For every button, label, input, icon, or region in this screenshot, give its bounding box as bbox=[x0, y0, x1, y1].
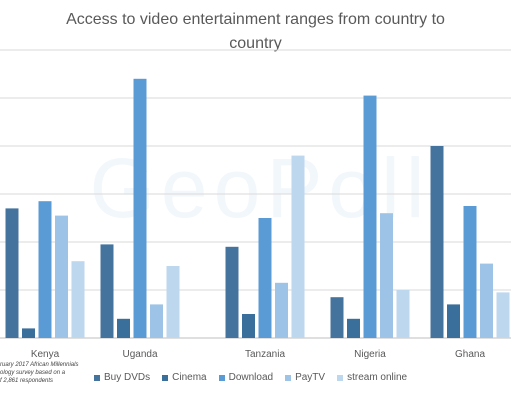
chart-title-line-2: country bbox=[229, 35, 282, 52]
x-tick-label-kenya: Kenya bbox=[31, 349, 60, 360]
source-note-line-3: f 2,861 respondents bbox=[0, 378, 54, 384]
legend-label-download: Download bbox=[228, 372, 274, 383]
legend-label-paytv: PayTV bbox=[295, 372, 326, 383]
bar-tanzania-stream-online bbox=[291, 155, 305, 338]
chart-title: Access to video entertainment ranges fro… bbox=[0, 8, 511, 56]
bar-ghana-paytv bbox=[480, 263, 493, 338]
x-tick-label-nigeria: Nigeria bbox=[354, 349, 386, 360]
legend-label-cinema: Cinema bbox=[172, 372, 207, 383]
bar-kenya-stream-online bbox=[71, 261, 85, 338]
legend-item-cinema: Cinema bbox=[162, 372, 207, 383]
bar-ghana-buy-dvds bbox=[430, 146, 444, 338]
legend-swatch-cinema bbox=[162, 374, 169, 381]
source-note-line-1: ruary 2017 African Millennials bbox=[0, 362, 79, 368]
bars bbox=[5, 78, 510, 339]
legend-item-buy-dvds: Buy DVDs bbox=[94, 372, 150, 383]
bar-tanzania-cinema bbox=[242, 314, 255, 338]
bar-ghana-download bbox=[463, 206, 477, 338]
bar-uganda-paytv bbox=[150, 304, 163, 338]
legend-swatch-download bbox=[218, 374, 225, 381]
bar-nigeria-stream-online bbox=[396, 290, 410, 338]
source-note-line-2: ology survey based on a bbox=[0, 370, 66, 376]
bar-kenya-buy-dvds bbox=[5, 208, 19, 338]
bar-uganda-cinema bbox=[117, 318, 130, 338]
legend-label-stream-online: stream online bbox=[347, 372, 408, 383]
legend-item-paytv: PayTV bbox=[285, 372, 325, 383]
bar-nigeria-cinema bbox=[347, 318, 360, 338]
chart-legend: Buy DVDs Cinema Download PayTV stream on… bbox=[94, 372, 407, 383]
source-note: ruary 2017 African Millennials ology sur… bbox=[0, 361, 100, 385]
legend-item-download: Download bbox=[218, 372, 274, 383]
x-tick-label-ghana: Ghana bbox=[455, 349, 485, 360]
legend-swatch-paytv bbox=[285, 374, 292, 381]
bar-tanzania-download bbox=[258, 218, 272, 338]
bar-uganda-buy-dvds bbox=[100, 244, 114, 338]
bar-tanzania-paytv bbox=[275, 282, 288, 338]
bar-nigeria-buy-dvds bbox=[330, 297, 344, 338]
legend-item-stream-online: stream online bbox=[337, 372, 407, 383]
bar-tanzania-buy-dvds bbox=[225, 246, 239, 338]
bar-ghana-cinema bbox=[447, 304, 460, 338]
bar-nigeria-paytv bbox=[380, 213, 393, 338]
bar-ghana-stream-online bbox=[496, 292, 510, 338]
bar-kenya-cinema bbox=[22, 328, 35, 338]
x-tick-label-tanzania: Tanzania bbox=[245, 349, 285, 360]
bar-nigeria-download bbox=[363, 95, 377, 338]
gridlines bbox=[0, 49, 511, 291]
x-tick-label-uganda: Uganda bbox=[122, 349, 157, 360]
legend-swatch-stream-online bbox=[337, 374, 344, 381]
legend-swatch-buy-dvds bbox=[94, 374, 100, 381]
bar-uganda-download bbox=[133, 78, 147, 339]
bar-kenya-paytv bbox=[55, 215, 68, 338]
bar-uganda-stream-online bbox=[166, 266, 180, 338]
bar-kenya-download bbox=[38, 201, 52, 338]
legend-label-buy-dvds: Buy DVDs bbox=[104, 372, 151, 383]
chart-title-line-1: Access to video entertainment ranges fro… bbox=[66, 11, 445, 28]
